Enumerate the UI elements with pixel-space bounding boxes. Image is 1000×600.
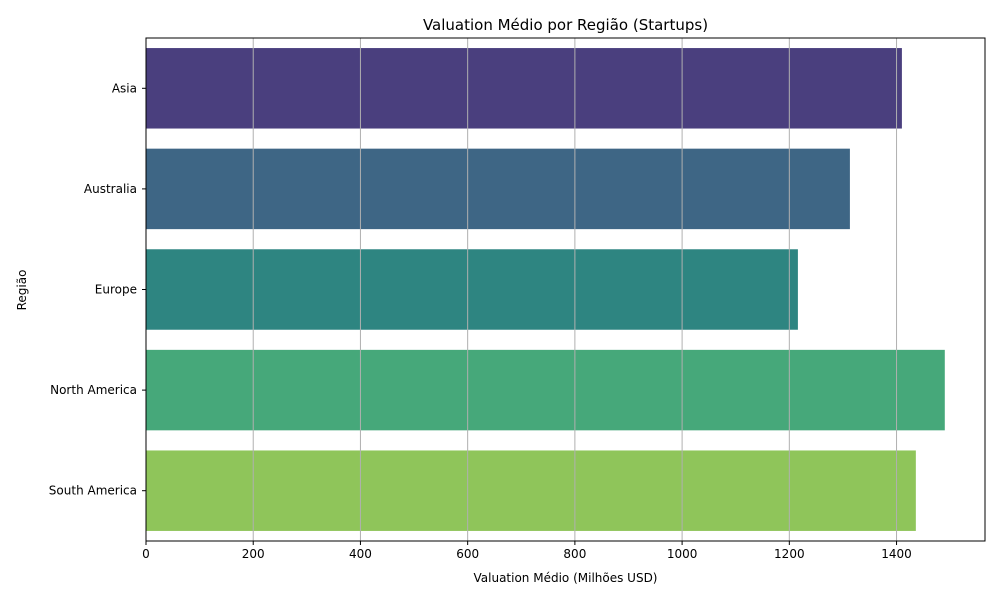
bar-asia (146, 48, 902, 129)
bar-europe (146, 249, 798, 330)
bar-north-america (146, 349, 945, 431)
x-tick-label: 600 (456, 547, 479, 561)
y-tick-label: South America (49, 484, 137, 498)
y-axis-ticks: Asia Australia Europe North America South Am… (49, 81, 146, 498)
chart-title: Valuation Médio por Região (Startups) (423, 16, 708, 34)
bar-south-america (146, 450, 916, 531)
x-tick-label: 200 (242, 547, 265, 561)
bar-australia (146, 148, 850, 230)
x-tick-label: 0 (142, 547, 150, 561)
y-tick-label: Australia (84, 182, 137, 196)
x-axis-ticks: 0 200 400 600 800 1000 1200 1400 (142, 541, 912, 561)
bars (146, 48, 945, 531)
x-tick-label: 800 (563, 547, 586, 561)
x-tick-label: 1200 (774, 547, 805, 561)
y-tick-label: North America (50, 383, 137, 397)
x-gridlines (252, 38, 898, 541)
x-axis-label: Valuation Médio (Milhões USD) (474, 571, 658, 585)
x-tick-label: 1400 (881, 547, 912, 561)
y-tick-label: Asia (112, 81, 137, 95)
y-tick-label: Europe (95, 283, 137, 297)
x-tick-label: 1000 (667, 547, 698, 561)
y-axis-label: Região (15, 270, 29, 311)
x-tick-label: 400 (349, 547, 372, 561)
